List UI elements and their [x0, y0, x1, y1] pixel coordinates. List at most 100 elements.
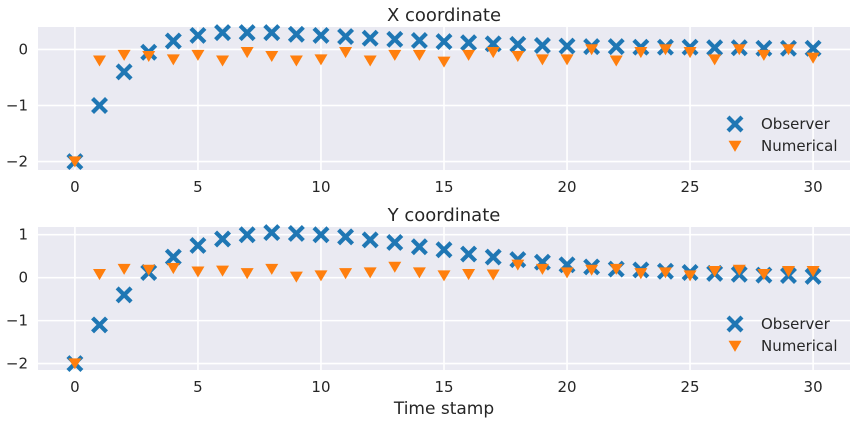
- y-tick-label: −2: [6, 153, 28, 171]
- y-numerical-point: [462, 269, 476, 281]
- y-numerical-point: [806, 266, 820, 278]
- x-numerical-point: [314, 54, 328, 66]
- y-observer-point: [287, 224, 305, 242]
- y-numerical-point: [437, 270, 451, 282]
- y-numerical-point: [708, 266, 722, 278]
- x-observer-point: [706, 39, 724, 57]
- y-numerical-point: [732, 264, 746, 276]
- x-tick-label: 25: [681, 378, 700, 396]
- x-tick-label: 15: [434, 178, 453, 196]
- x-numerical-point: [634, 47, 648, 59]
- legend: Observer Numerical: [726, 115, 838, 155]
- y-numerical-point: [339, 268, 353, 280]
- x-numerical-point: [585, 44, 599, 56]
- x-observer-point: [337, 28, 355, 46]
- x-tick-label: 10: [311, 378, 330, 396]
- y-observer-point: [484, 248, 502, 266]
- x-observer-point: [558, 37, 576, 55]
- y-observer-point: [115, 286, 133, 304]
- legend: Observer Numerical: [726, 315, 838, 355]
- legend-numerical-marker: [728, 140, 742, 152]
- y-observer-point: [410, 238, 428, 256]
- x-numerical-point: [658, 44, 672, 56]
- x-observer-point: [361, 29, 379, 47]
- x-numerical-point: [437, 56, 451, 68]
- y-numerical-point: [388, 261, 402, 273]
- x-observer-point: [533, 37, 551, 54]
- legend-numerical-marker: [728, 340, 742, 352]
- x-numerical-point: [708, 54, 722, 66]
- y-numerical-point: [535, 263, 549, 275]
- x-tick-label: 0: [70, 178, 80, 196]
- y-numerical-point: [314, 270, 328, 282]
- y-numerical-point: [166, 263, 180, 275]
- y-numerical-point: [412, 267, 426, 279]
- x-coordinate-chart: 0 5 10 15 20 25 30 −2 −1 0 X coordinate Observer Num…: [6, 5, 850, 196]
- x-numerical-point: [117, 49, 131, 61]
- y-observer-point: [263, 224, 281, 242]
- x-observer-point: [115, 63, 133, 81]
- y-numerical-point: [634, 268, 648, 280]
- y-tick-label: −1: [6, 97, 28, 115]
- legend-observer-marker: [726, 115, 744, 133]
- y-numerical-point: [683, 270, 697, 282]
- y-numerical-point: [363, 267, 377, 279]
- y-observer-point: [435, 241, 453, 259]
- x-observer-point: [312, 26, 330, 44]
- y-numerical-point: [117, 263, 131, 275]
- y-numerical-point: [265, 263, 279, 275]
- y-numerical-point: [240, 268, 254, 280]
- y-numerical-point: [191, 266, 205, 278]
- y-numerical-point: [658, 267, 672, 279]
- y-coordinate-chart: 0 5 10 15 20 25 30 −2 −1 0 1 Y coordinate Time stamp…: [6, 205, 850, 419]
- legend-numerical-label: Numerical: [761, 337, 838, 355]
- x-observer-point: [435, 33, 453, 51]
- x-numerical-point: [289, 55, 303, 67]
- legend-numerical-label: Numerical: [761, 137, 838, 155]
- legend-observer-marker: [726, 315, 744, 333]
- x-axis-label: Time stamp: [393, 399, 494, 419]
- x-numerical-point: [806, 52, 820, 64]
- x-numerical-point: [535, 54, 549, 66]
- y-observer-point: [460, 245, 478, 263]
- x-tick-label: 20: [557, 178, 576, 196]
- x-observer-point: [91, 97, 108, 114]
- y-numerical-point: [609, 263, 623, 275]
- y-numerical-point: [560, 267, 574, 279]
- y-numerical-point: [142, 264, 156, 276]
- y-observer-point: [361, 231, 379, 249]
- x-observer-point: [460, 34, 478, 52]
- x-tick-label: 30: [804, 378, 823, 396]
- y-tick-label: −2: [6, 355, 28, 373]
- x-numerical-point: [339, 47, 353, 59]
- y-observer-point: [312, 226, 330, 244]
- x-tick-label: 15: [434, 378, 453, 396]
- y-numerical-point: [68, 358, 82, 370]
- y-observer-point: [337, 228, 355, 246]
- x-numerical-point: [68, 156, 82, 168]
- x-numerical-point: [462, 49, 476, 61]
- x-tick-label: 20: [557, 378, 576, 396]
- x-numerical-point: [240, 47, 254, 59]
- x-observer-point: [509, 35, 527, 53]
- x-numerical-point: [781, 44, 795, 56]
- x-numerical-point: [166, 54, 180, 66]
- x-numerical-point: [412, 49, 426, 61]
- x-numerical-point: [486, 47, 500, 59]
- y-observer-point: [238, 226, 256, 244]
- y-numerical-point: [781, 266, 795, 278]
- x-tick-label: 5: [193, 178, 203, 196]
- chart-title: X coordinate: [387, 5, 501, 26]
- x-numerical-point: [388, 49, 402, 61]
- y-numerical-point: [511, 259, 525, 271]
- x-numerical-point: [683, 47, 697, 59]
- x-numerical-point: [363, 55, 377, 67]
- y-tick-label: 0: [18, 269, 28, 287]
- x-tick-label: 0: [70, 378, 80, 396]
- x-observer-point: [804, 39, 822, 57]
- y-tick-label: 1: [18, 226, 28, 244]
- x-numerical-point: [757, 49, 771, 61]
- x-tick-label: 5: [193, 378, 203, 396]
- x-tick-label: 25: [681, 178, 700, 196]
